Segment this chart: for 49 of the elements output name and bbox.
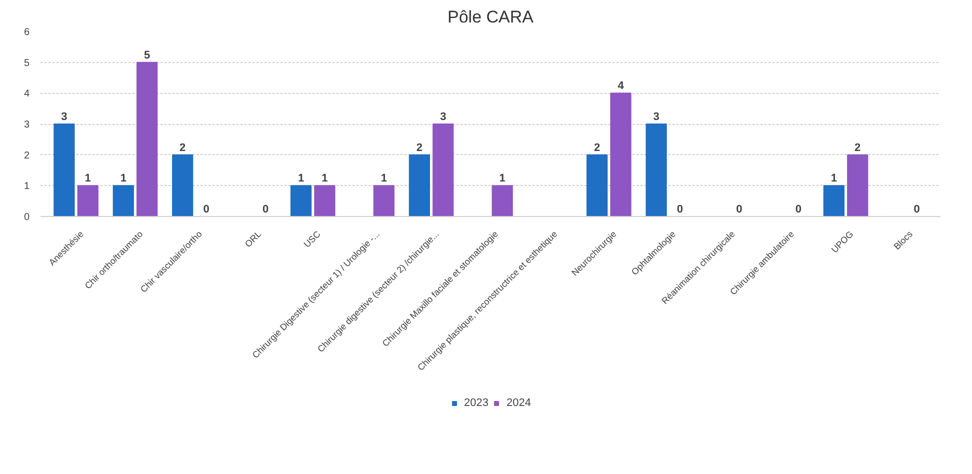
y-tick-label: 6 [24, 27, 30, 38]
bar [610, 92, 632, 216]
bar [847, 154, 868, 216]
y-tick-label: 1 [24, 181, 30, 192]
bar [646, 124, 667, 216]
bar [136, 62, 158, 216]
data-label: 1 [298, 172, 304, 185]
data-label: 2 [416, 142, 423, 154]
data-label: 0 [676, 204, 684, 216]
bar [77, 185, 98, 216]
bar [112, 185, 134, 216]
data-label: 1 [322, 172, 328, 185]
y-tick-label: 0 [24, 212, 30, 223]
bar [432, 124, 454, 216]
data-label: 3 [61, 111, 68, 123]
data-label: 3 [653, 111, 660, 123]
data-label: 1 [499, 172, 506, 185]
data-label: 1 [84, 172, 91, 185]
data-label: 0 [262, 204, 269, 216]
legend-label: 2024 [506, 397, 531, 409]
data-label: 2 [854, 142, 861, 154]
bar [492, 185, 513, 216]
y-tick-label: 2 [24, 150, 30, 162]
bar [373, 185, 394, 216]
bar [290, 185, 312, 216]
legend-label: 2023 [464, 397, 488, 409]
x-tick-label: ORL [242, 228, 264, 250]
y-tick-label: 5 [24, 58, 30, 69]
data-label: 0 [736, 204, 742, 216]
chart-title: Pôle CARA [448, 8, 534, 26]
data-label: 1 [380, 172, 387, 185]
data-label: 0 [795, 204, 802, 216]
data-label: 0 [203, 204, 210, 216]
y-tick-label: 3 [24, 120, 30, 130]
bar [314, 185, 336, 216]
bar [823, 185, 844, 216]
y-tick-label: 4 [24, 88, 30, 100]
data-label: 1 [830, 172, 837, 185]
bar [172, 154, 194, 216]
data-label: 4 [618, 80, 625, 92]
data-label: 5 [144, 49, 150, 62]
bar [408, 154, 430, 216]
bar [54, 124, 75, 216]
bar [586, 154, 608, 216]
data-label: 1 [120, 172, 126, 185]
data-label: 2 [180, 142, 186, 154]
data-label: 2 [594, 142, 600, 154]
data-label: 0 [914, 204, 920, 216]
data-label: 3 [440, 111, 446, 123]
